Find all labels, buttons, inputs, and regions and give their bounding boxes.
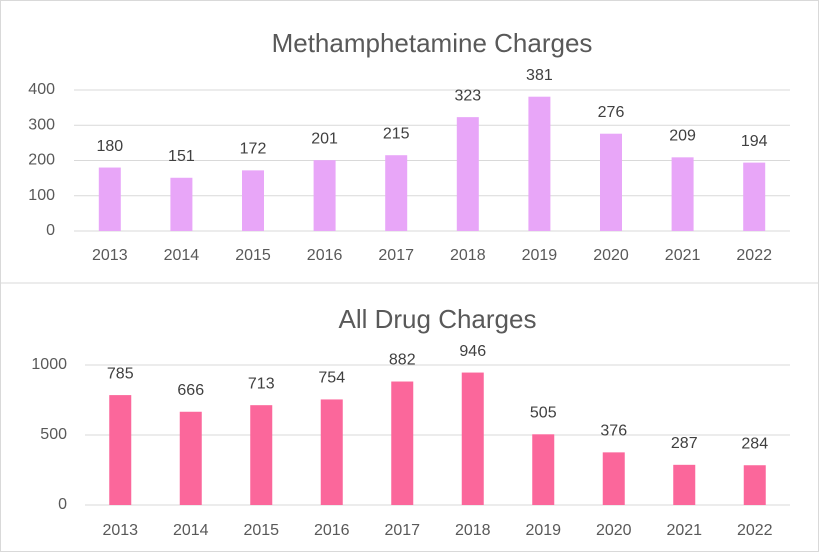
bar <box>532 434 555 505</box>
y-tick-label: 300 <box>28 116 55 133</box>
x-tick-label: 2017 <box>384 522 420 539</box>
x-tick-label: 2014 <box>164 247 200 264</box>
data-label: 785 <box>107 365 134 382</box>
y-tick-label: 0 <box>46 222 55 239</box>
data-label: 713 <box>248 375 275 392</box>
bar <box>602 452 625 505</box>
bar <box>461 372 484 505</box>
x-tick-label: 2018 <box>455 522 491 539</box>
data-label: 287 <box>671 435 698 452</box>
chart-title: Methamphetamine Charges <box>272 28 593 58</box>
data-label: 666 <box>177 382 204 399</box>
data-label: 194 <box>741 133 768 150</box>
y-tick-label: 400 <box>28 81 55 98</box>
bar <box>179 411 202 505</box>
data-label: 276 <box>598 104 625 121</box>
x-tick-label: 2013 <box>102 522 138 539</box>
data-label: 376 <box>600 423 627 440</box>
x-tick-label: 2019 <box>525 522 561 539</box>
data-label: 381 <box>526 67 553 84</box>
data-label: 180 <box>96 138 123 155</box>
y-tick-label: 1000 <box>31 356 67 373</box>
x-tick-label: 2015 <box>243 522 279 539</box>
bar <box>528 96 551 231</box>
data-label: 946 <box>459 343 486 360</box>
x-tick-label: 2014 <box>173 522 209 539</box>
y-tick-label: 100 <box>28 187 55 204</box>
bar <box>170 177 193 231</box>
data-label: 172 <box>240 141 267 158</box>
x-tick-label: 2022 <box>736 247 772 264</box>
x-tick-label: 2016 <box>307 247 343 264</box>
bar <box>600 133 622 231</box>
data-label: 323 <box>454 87 481 104</box>
bar <box>109 395 132 505</box>
x-tick-label: 2017 <box>378 247 414 264</box>
x-tick-label: 2020 <box>593 247 629 264</box>
bar <box>313 160 336 231</box>
data-label: 215 <box>383 125 410 142</box>
y-tick-label: 500 <box>40 426 67 443</box>
bar <box>673 464 696 505</box>
data-label: 882 <box>389 352 416 369</box>
chart-title: All Drug Charges <box>339 304 537 334</box>
bar <box>743 465 766 505</box>
y-tick-label: 0 <box>58 496 67 513</box>
data-label: 201 <box>311 130 338 147</box>
bar <box>456 117 479 231</box>
data-label: 151 <box>168 148 195 165</box>
y-tick-label: 200 <box>28 152 55 169</box>
bar <box>98 167 121 231</box>
data-label: 284 <box>741 435 768 452</box>
data-label: 754 <box>318 370 345 387</box>
bar <box>242 170 264 231</box>
data-label: 505 <box>530 405 557 422</box>
bar <box>250 405 273 505</box>
bar <box>320 399 343 505</box>
x-tick-label: 2016 <box>314 522 350 539</box>
bar <box>743 162 766 231</box>
x-tick-label: 2015 <box>235 247 271 264</box>
bar <box>671 157 694 231</box>
x-tick-label: 2020 <box>596 522 632 539</box>
x-tick-label: 2021 <box>665 247 701 264</box>
x-tick-label: 2021 <box>666 522 702 539</box>
x-tick-label: 2022 <box>737 522 773 539</box>
x-tick-label: 2013 <box>92 247 128 264</box>
x-tick-label: 2018 <box>450 247 486 264</box>
bar <box>391 381 414 505</box>
data-label: 209 <box>669 128 696 145</box>
bar <box>385 155 408 231</box>
x-tick-label: 2019 <box>522 247 558 264</box>
